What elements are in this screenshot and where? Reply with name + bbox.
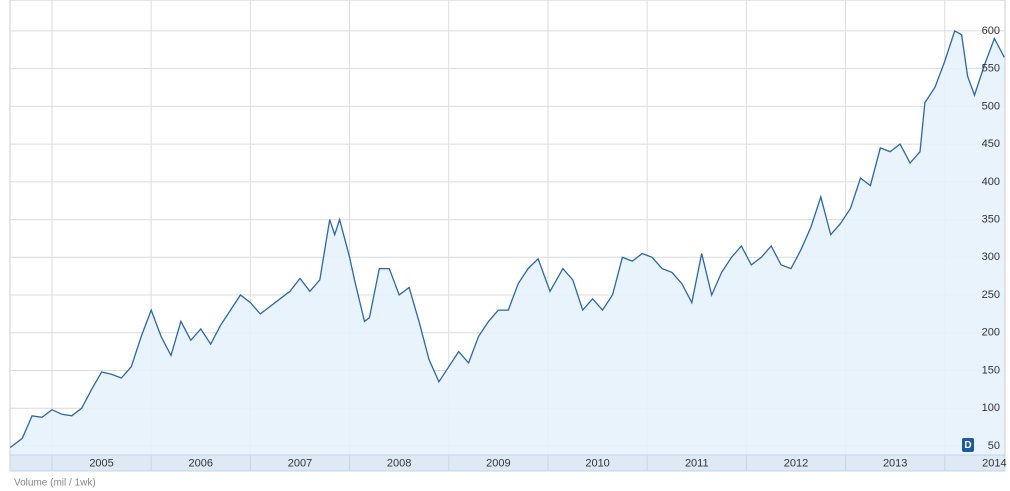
y-tick-label: 150 — [982, 364, 1000, 376]
y-tick-label: 100 — [982, 402, 1000, 414]
x-tick-label: 2005 — [89, 457, 113, 469]
y-tick-label: 300 — [982, 251, 1000, 263]
plot — [9, 29, 1005, 456]
x-tick-label: 2012 — [784, 457, 808, 469]
area — [10, 30, 1005, 456]
x-tick-label: 2009 — [486, 457, 510, 469]
volume-label: Volume (mil / 1wk) — [14, 478, 96, 489]
y-axis: 50 100 150 200 250 300 350 400 450 500 550 600 — [982, 25, 1000, 452]
x-axis: 2005 2006 2007 2008 2009 2010 2011 2012 2013 2014 — [51, 455, 1007, 471]
price-line — [9, 29, 1005, 449]
y-tick-label: 250 — [982, 289, 1000, 301]
y-tick-label: 450 — [982, 138, 1000, 150]
x-tick-label: 2011 — [685, 457, 709, 469]
x-tick-label: 2010 — [585, 457, 609, 469]
event-marker[interactable]: D — [962, 438, 974, 452]
y-tick-label: 400 — [982, 176, 1000, 188]
x-tick-label: 2006 — [189, 457, 213, 469]
x-tick-label: 2008 — [387, 457, 411, 469]
y-tick-label: 350 — [982, 213, 1000, 225]
x-tick-label: 2014 — [982, 457, 1006, 469]
x-axis-band — [9, 454, 1006, 472]
y-tick-label: 550 — [982, 63, 1000, 75]
y-tick-label: 200 — [982, 327, 1000, 339]
y-tick-label: 500 — [982, 100, 1000, 112]
marker-flag — [962, 438, 974, 452]
x-tick-label: 2007 — [288, 457, 312, 469]
y-tick-label: 600 — [982, 25, 1000, 37]
x-tick-label: 2013 — [883, 457, 907, 469]
marker-label: D — [964, 440, 971, 451]
y-tick-label: 50 — [988, 440, 1000, 452]
